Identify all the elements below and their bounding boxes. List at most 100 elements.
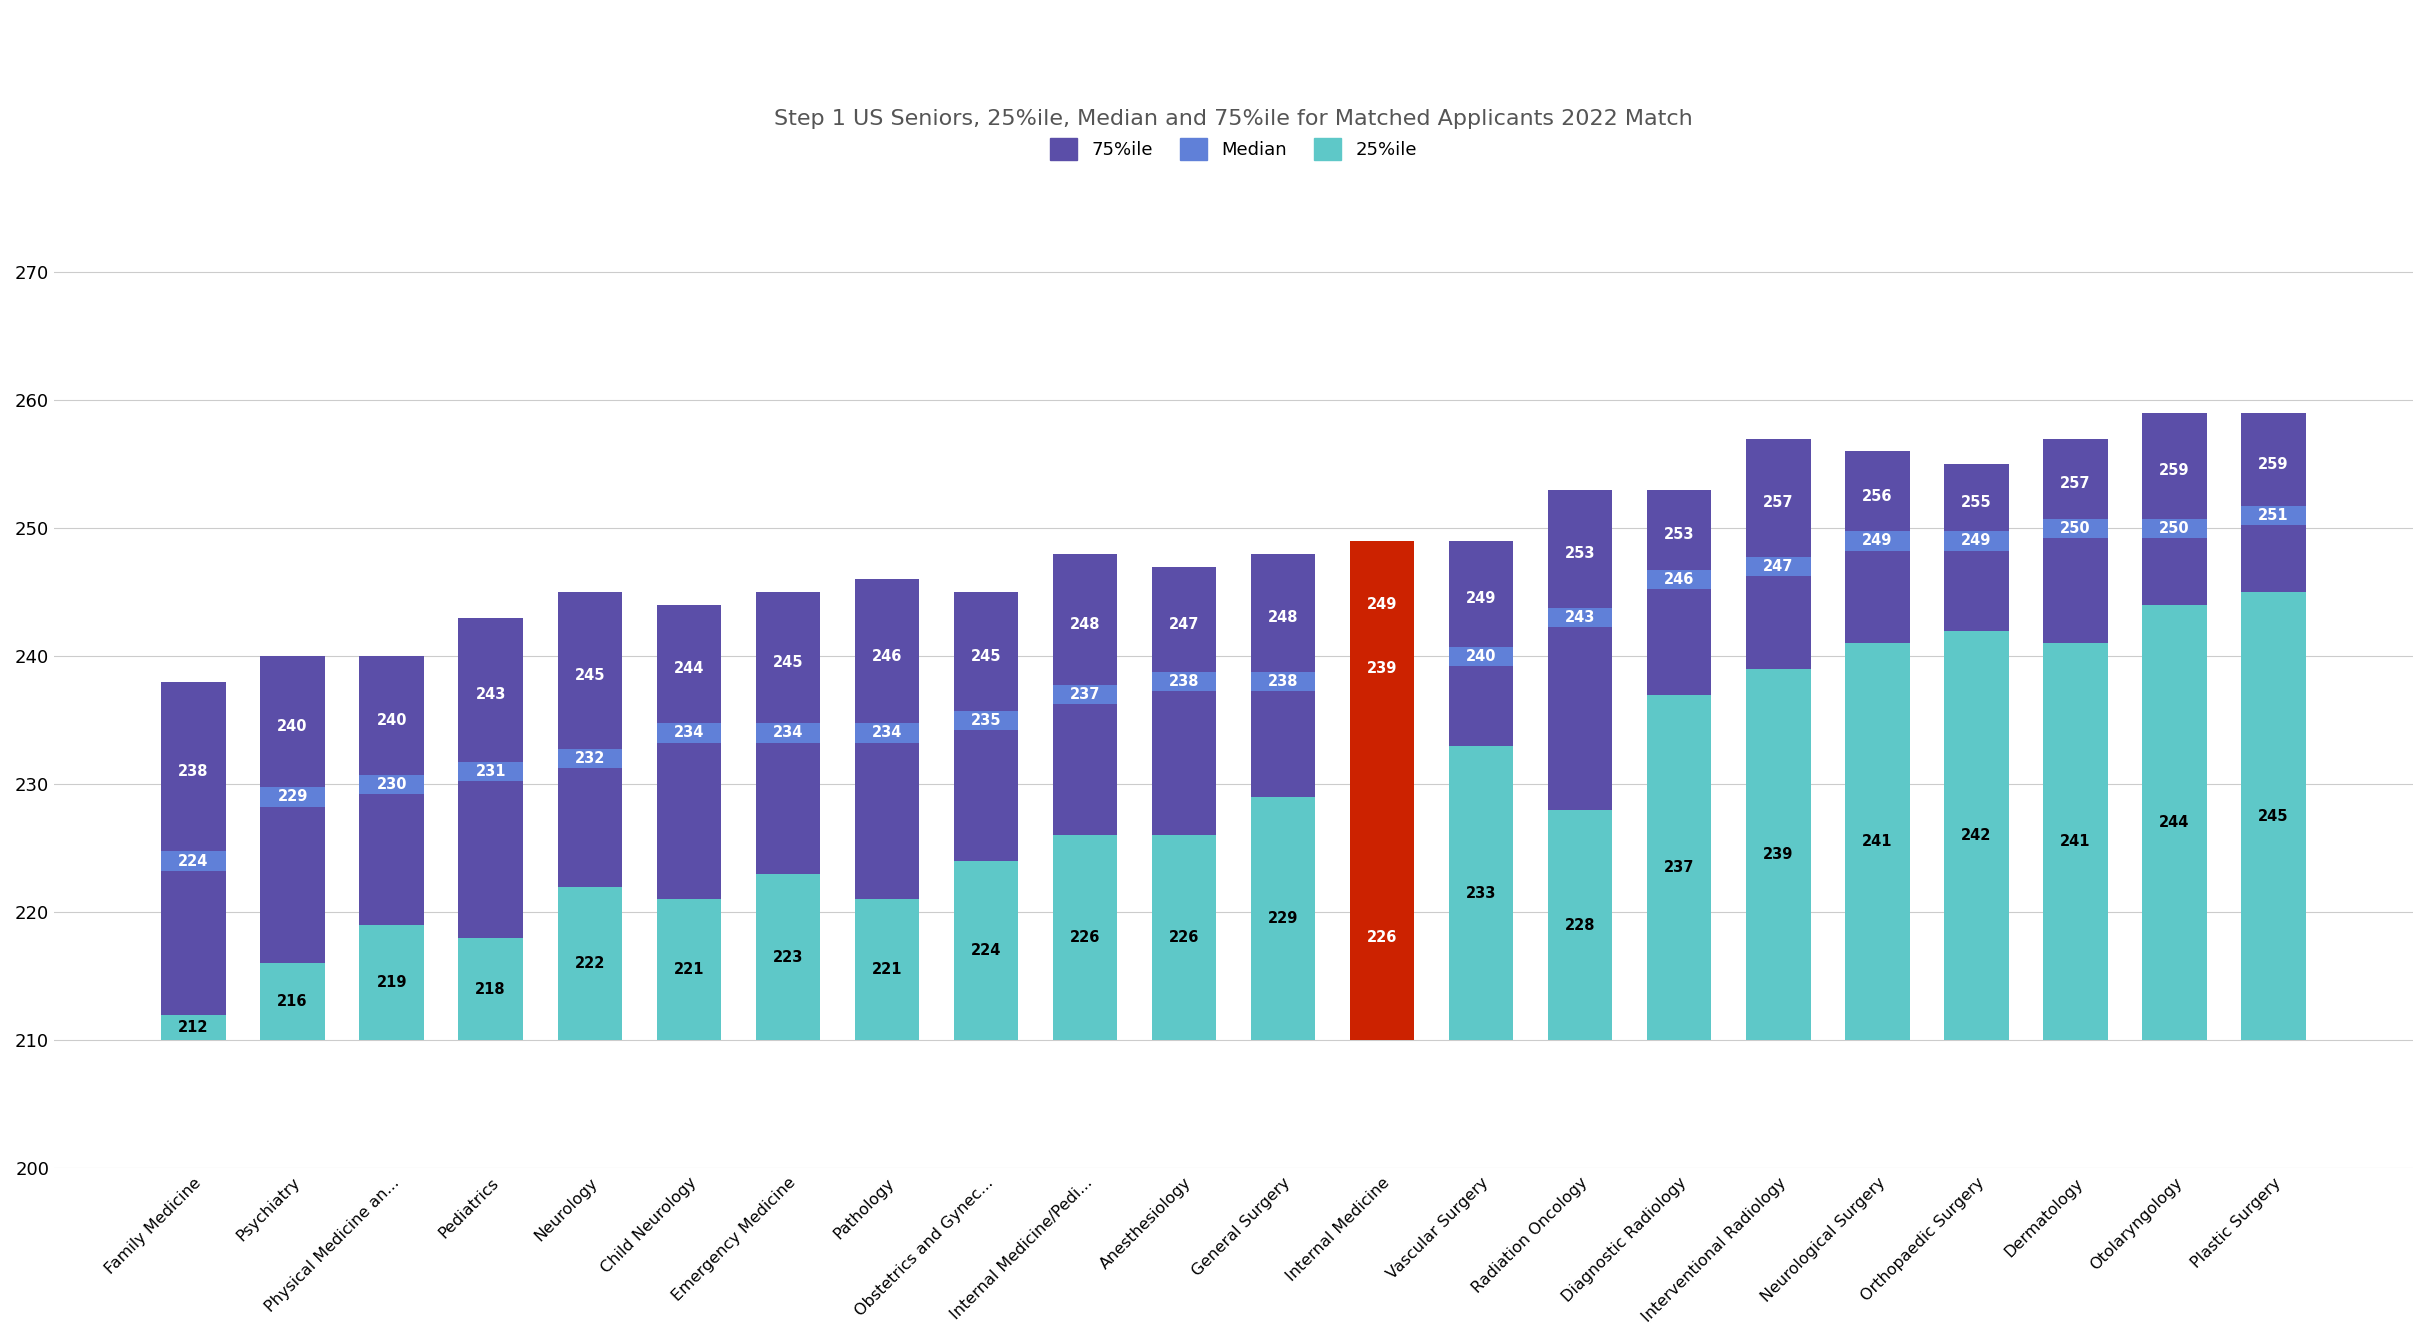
Text: 251: 251 <box>2258 508 2290 523</box>
Bar <box>1845 532 1908 551</box>
Text: 255: 255 <box>1962 494 1991 511</box>
Text: 245: 245 <box>2258 809 2290 824</box>
Text: 224: 224 <box>177 854 209 868</box>
Bar <box>459 618 522 1040</box>
Bar <box>1054 835 1117 1040</box>
Bar <box>855 724 920 742</box>
Bar <box>1646 694 1712 1040</box>
Text: 249: 249 <box>1962 533 1991 548</box>
Text: 226: 226 <box>1168 930 1199 945</box>
Text: 253: 253 <box>1566 547 1595 561</box>
Text: 226: 226 <box>1367 930 1399 945</box>
Text: 239: 239 <box>1763 847 1794 862</box>
Bar <box>1945 631 2008 1040</box>
Bar <box>160 851 226 871</box>
Bar <box>755 592 821 1040</box>
Text: 244: 244 <box>2158 815 2190 829</box>
Text: 248: 248 <box>1071 616 1100 631</box>
Bar <box>954 710 1017 730</box>
Bar <box>2044 643 2108 1040</box>
Text: 245: 245 <box>971 649 1000 663</box>
Text: 241: 241 <box>1862 835 1894 850</box>
Bar <box>1746 557 1811 576</box>
Text: 242: 242 <box>1962 828 1991 843</box>
Bar <box>260 657 325 1040</box>
Text: 223: 223 <box>772 950 804 965</box>
Bar <box>1151 835 1216 1040</box>
Bar <box>459 938 522 1040</box>
Bar <box>1549 608 1612 627</box>
Text: 231: 231 <box>476 764 505 779</box>
Bar <box>1945 464 2008 1040</box>
Text: 240: 240 <box>376 713 408 728</box>
Bar <box>656 604 721 1040</box>
Bar <box>1746 669 1811 1040</box>
Bar <box>2141 604 2207 1040</box>
Bar <box>2141 519 2207 537</box>
Bar <box>1646 570 1712 590</box>
Text: 253: 253 <box>1663 527 1695 543</box>
Bar <box>954 862 1017 1040</box>
Text: 240: 240 <box>277 720 308 734</box>
Bar <box>1350 835 1416 1040</box>
Bar <box>1845 452 1908 1040</box>
Bar <box>1054 685 1117 705</box>
Text: 250: 250 <box>2158 521 2190 536</box>
Bar <box>260 963 325 1040</box>
Text: 232: 232 <box>575 752 605 766</box>
Bar <box>160 1014 226 1040</box>
Bar <box>656 899 721 1040</box>
Bar <box>558 592 622 1040</box>
Text: 221: 221 <box>872 962 903 977</box>
Text: 218: 218 <box>476 981 505 997</box>
Bar <box>1450 746 1513 1040</box>
Text: 222: 222 <box>575 955 605 972</box>
Bar <box>656 724 721 742</box>
Text: 238: 238 <box>177 764 209 779</box>
Text: 238: 238 <box>1267 674 1299 689</box>
Text: 249: 249 <box>1862 533 1891 548</box>
Bar <box>1549 809 1612 1040</box>
Text: 249: 249 <box>1467 591 1496 606</box>
Bar <box>855 579 920 1040</box>
Bar <box>1151 673 1216 691</box>
Text: 256: 256 <box>1862 489 1894 504</box>
Bar <box>755 874 821 1040</box>
Text: 259: 259 <box>2158 464 2190 478</box>
Bar <box>954 592 1017 1040</box>
Text: 244: 244 <box>673 662 704 677</box>
Bar <box>260 788 325 807</box>
Bar <box>1250 673 1316 691</box>
Bar <box>359 925 425 1040</box>
Bar <box>1250 797 1316 1040</box>
Text: 237: 237 <box>1663 860 1695 875</box>
Text: 245: 245 <box>772 655 804 670</box>
Bar <box>359 657 425 1040</box>
Text: 234: 234 <box>673 725 704 741</box>
Text: 216: 216 <box>277 994 308 1009</box>
Bar <box>1450 647 1513 666</box>
Bar <box>1945 532 2008 551</box>
Bar <box>558 887 622 1040</box>
Text: 247: 247 <box>1168 616 1199 631</box>
Bar <box>1151 567 1216 1040</box>
Bar <box>1450 541 1513 1040</box>
Bar <box>1746 438 1811 1040</box>
Text: 238: 238 <box>1168 674 1199 689</box>
Text: 226: 226 <box>1071 930 1100 945</box>
Bar <box>558 749 622 768</box>
Bar <box>755 724 821 742</box>
Text: 257: 257 <box>1763 494 1794 511</box>
Text: 257: 257 <box>2061 476 2091 490</box>
Bar <box>160 682 226 1040</box>
Bar <box>2241 592 2307 1040</box>
Bar <box>1845 643 1908 1040</box>
Bar <box>1350 541 1416 1040</box>
Text: 212: 212 <box>177 1020 209 1034</box>
Bar <box>2044 438 2108 1040</box>
Text: 250: 250 <box>2061 521 2091 536</box>
Bar <box>1350 659 1416 678</box>
Text: 228: 228 <box>1566 918 1595 933</box>
Text: 247: 247 <box>1763 559 1794 574</box>
Bar <box>2241 413 2307 1040</box>
